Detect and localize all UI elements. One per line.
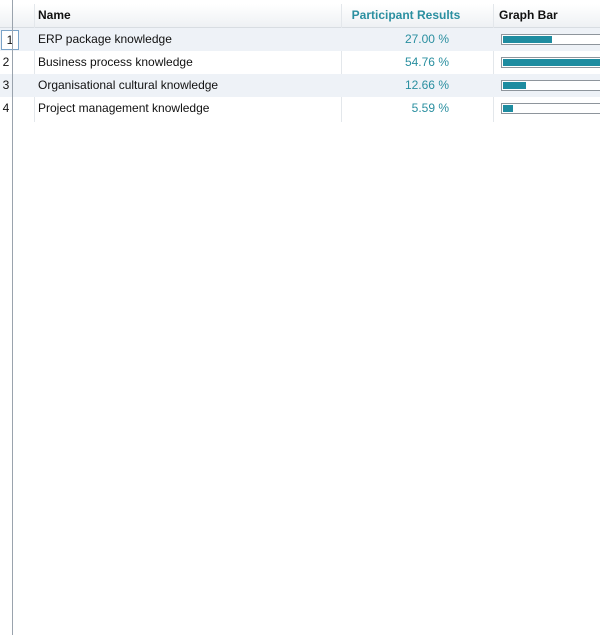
name-cell: Organisational cultural knowledge: [38, 78, 219, 92]
column-separator: [341, 4, 342, 122]
name-cell: Project management knowledge: [38, 101, 210, 115]
row-index: 2: [2, 55, 10, 69]
name-cell: Business process knowledge: [38, 55, 193, 69]
row-index: 1: [1, 30, 19, 50]
table-row[interactable]: 2 Business process knowledge 54.76 %: [0, 51, 600, 74]
column-separator: [34, 4, 35, 122]
name-cell: ERP package knowledge: [38, 32, 172, 46]
graph-bar: [503, 105, 514, 112]
graph-bar: [503, 59, 600, 66]
graph-bar-frame: [501, 103, 600, 114]
header-row: Name Participant Results Graph Bar: [0, 4, 600, 28]
graph-bar-frame: [501, 80, 600, 91]
column-separator: [493, 4, 494, 122]
graph-bar: [503, 36, 553, 43]
table-row[interactable]: 4 Project management knowledge 5.59 %: [0, 97, 600, 120]
result-cell: 27.00 %: [404, 32, 449, 46]
column-header[interactable]: Graph Bar: [499, 8, 558, 22]
row-index: 3: [2, 78, 10, 92]
column-header[interactable]: Participant Results: [351, 8, 461, 22]
result-cell: 5.59 %: [411, 101, 449, 115]
table-row[interactable]: 3 Organisational cultural knowledge 12.66 …: [0, 74, 600, 97]
graph-bar-frame: [501, 34, 600, 45]
row-header-border: [12, 0, 13, 635]
result-cell: 12.66 %: [404, 78, 449, 92]
graph-bar: [503, 82, 527, 89]
graph-bar-frame: [501, 57, 600, 68]
result-cell: 54.76 %: [404, 55, 449, 69]
row-index: 4: [2, 101, 10, 115]
column-header[interactable]: Name: [38, 8, 71, 22]
table-row[interactable]: 1 ERP package knowledge 27.00 %: [0, 28, 600, 51]
